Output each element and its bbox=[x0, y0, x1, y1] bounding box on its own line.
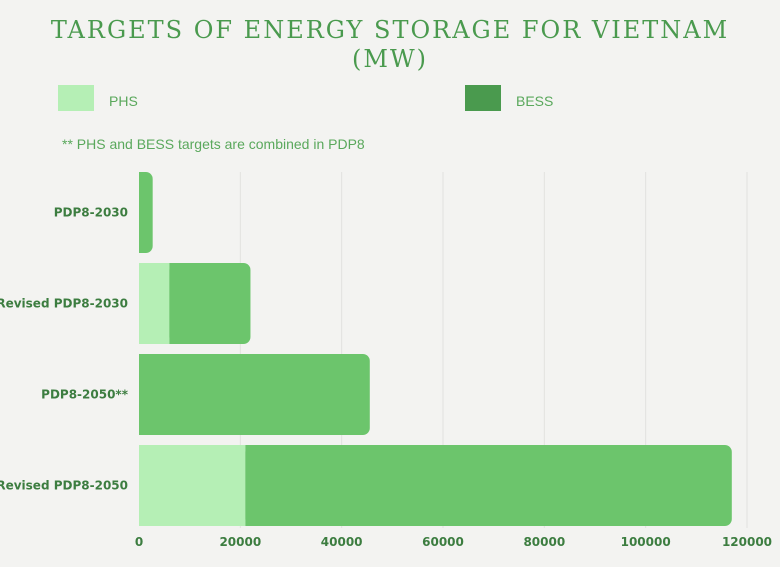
bar-phs bbox=[139, 263, 170, 344]
chart-note: ** PHS and BESS targets are combined in … bbox=[62, 136, 365, 152]
x-tick-label: 120000 bbox=[722, 535, 772, 549]
bar-bess bbox=[169, 263, 251, 344]
x-tick-label: 0 bbox=[135, 535, 143, 549]
bar-bess bbox=[245, 445, 732, 526]
bar-bess-fill bbox=[139, 354, 146, 435]
x-tick-label: 20000 bbox=[219, 535, 261, 549]
bar-bess-fill bbox=[245, 445, 253, 526]
chart-title-unit: (MW) bbox=[352, 45, 428, 73]
bar-bess-fill bbox=[169, 263, 177, 344]
x-tick-label: 100000 bbox=[621, 535, 671, 549]
bar-bess-fill bbox=[139, 172, 146, 253]
legend-swatch-bess bbox=[465, 85, 501, 111]
legend-label-phs: PHS bbox=[109, 93, 138, 109]
category-label: PDP8-2030 bbox=[54, 206, 128, 220]
chart-title: TARGETS OF ENERGY STORAGE FOR VIETNAM bbox=[50, 16, 730, 44]
legend-swatch-phs bbox=[58, 85, 94, 111]
bar-phs bbox=[139, 445, 246, 526]
x-tick-label: 40000 bbox=[321, 535, 363, 549]
x-tick-label: 80000 bbox=[523, 535, 565, 549]
x-tick-label: 60000 bbox=[422, 535, 464, 549]
legend-label-bess: BESS bbox=[516, 93, 554, 109]
category-label: Revised PDP8-2030 bbox=[0, 297, 128, 311]
bar-bess bbox=[139, 354, 370, 435]
category-label: PDP8-2050** bbox=[41, 388, 129, 402]
category-label: Revised PDP8-2050 bbox=[0, 479, 128, 493]
